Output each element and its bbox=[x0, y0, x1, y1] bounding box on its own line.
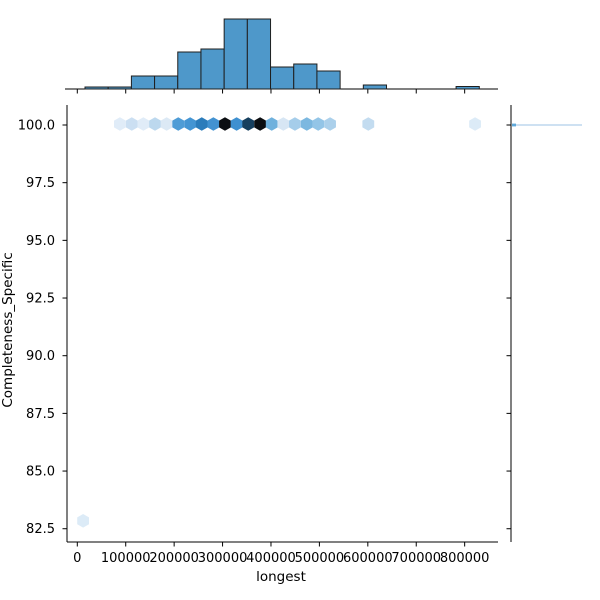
histogram-bar bbox=[130, 75, 156, 90]
histogram-bar bbox=[223, 18, 248, 90]
hexbin-cell bbox=[265, 117, 278, 131]
histogram-bar bbox=[154, 75, 179, 90]
x-tick-label: 100000 bbox=[101, 551, 151, 566]
y-tick-labels: 100.0 97.5 95.0 92.5 90.0 87.5 85.0 82.5 bbox=[18, 119, 55, 538]
x-axis-label: longest bbox=[256, 569, 306, 585]
x-tick-label: 700000 bbox=[391, 551, 441, 566]
x-tick-label: 200000 bbox=[149, 551, 199, 566]
hexbin-cell bbox=[230, 117, 243, 131]
histogram-bar bbox=[200, 48, 225, 90]
histogram-bar bbox=[177, 51, 202, 90]
histogram-bar bbox=[107, 86, 132, 90]
histogram-bar bbox=[512, 124, 582, 126]
y-tick-label: 97.5 bbox=[26, 176, 55, 191]
hexbin-cell bbox=[219, 117, 231, 131]
hexbin-cell bbox=[195, 117, 208, 131]
hexbin-cell bbox=[289, 117, 301, 131]
x-tick-label: 400000 bbox=[246, 551, 296, 566]
histogram-bar-tip bbox=[512, 123, 516, 127]
hexbin-cell bbox=[312, 117, 325, 131]
y-tick-label: 95.0 bbox=[26, 234, 55, 249]
hexbin-cell bbox=[137, 117, 150, 131]
x-tick-label: 0 bbox=[73, 551, 81, 566]
x-tick-label: 800000 bbox=[440, 551, 490, 566]
hexbin-cell bbox=[125, 117, 138, 131]
histogram-bar bbox=[270, 66, 295, 90]
histogram-bar bbox=[84, 86, 109, 90]
x-tick-label: 500000 bbox=[295, 551, 345, 566]
hexbin-cell bbox=[77, 514, 90, 528]
hexbin-cell bbox=[277, 117, 290, 131]
y-axis-label: Completeness_Specific bbox=[0, 252, 16, 407]
hexbin-cell bbox=[300, 117, 313, 131]
y-tick-label: 92.5 bbox=[26, 292, 55, 307]
histogram-bar bbox=[293, 63, 318, 90]
hexbin-cell bbox=[207, 117, 220, 131]
y-tick-label: 85.0 bbox=[26, 465, 55, 480]
hexbin-cell bbox=[324, 117, 336, 131]
histogram-bar bbox=[246, 18, 272, 90]
x-tick-labels: 0 100000200000300000400000500000600000700… bbox=[73, 551, 489, 566]
y-tick-label: 100.0 bbox=[18, 119, 55, 134]
histogram-bar bbox=[455, 86, 480, 90]
hexbin-cell bbox=[172, 117, 185, 131]
x-tick-label: 600000 bbox=[343, 551, 393, 566]
main-hexbin-axes bbox=[62, 105, 498, 547]
x-tick-label: 300000 bbox=[198, 551, 248, 566]
hexbin-cell bbox=[469, 117, 481, 131]
histogram-bar bbox=[316, 70, 341, 90]
y-tick-label: 90.0 bbox=[26, 349, 55, 364]
histogram-bar bbox=[362, 84, 388, 90]
y-tick-label: 82.5 bbox=[26, 522, 55, 537]
hexbin-cell bbox=[160, 117, 173, 131]
hexbin-cell bbox=[184, 117, 197, 131]
hexbin-cell bbox=[149, 117, 161, 131]
hexbin-cell bbox=[362, 117, 375, 131]
hexbin-cell bbox=[242, 117, 255, 131]
top-marginal-histogram bbox=[65, 18, 498, 94]
hexbin-cell bbox=[114, 117, 126, 131]
right-marginal-histogram bbox=[506, 105, 582, 542]
y-tick-label: 87.5 bbox=[26, 407, 55, 422]
hexbin-cell bbox=[254, 117, 266, 131]
